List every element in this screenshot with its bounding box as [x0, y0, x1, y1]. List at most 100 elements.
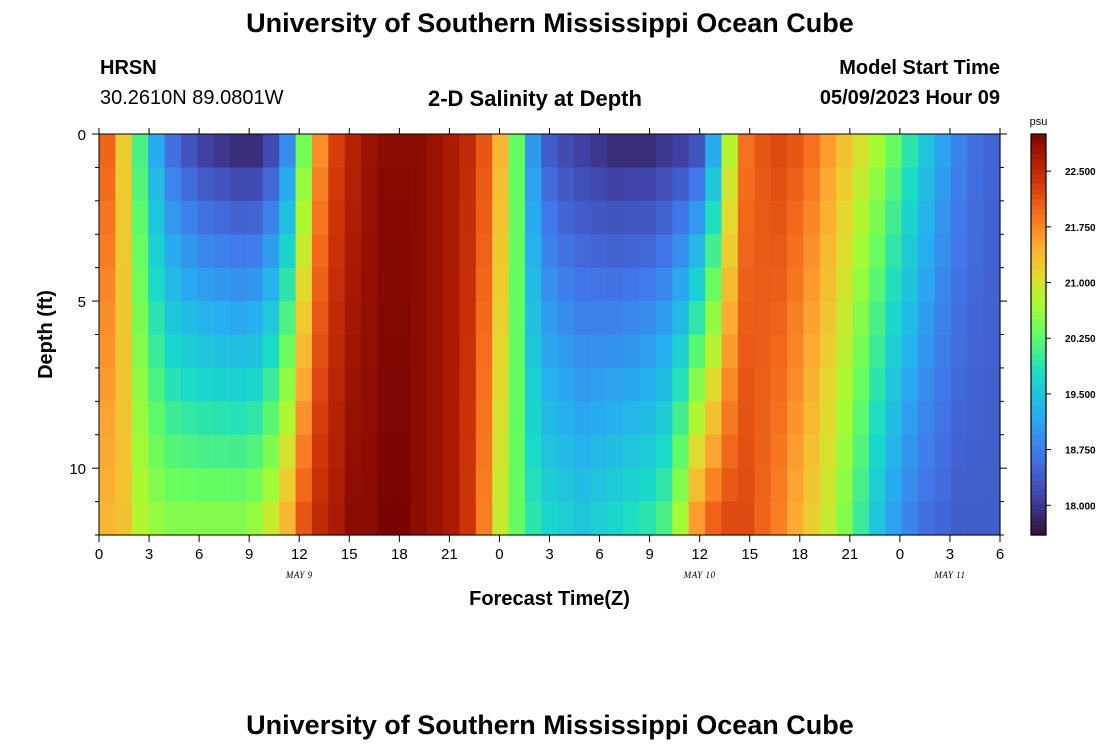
heatmap-cell — [410, 301, 428, 336]
heatmap-cell — [99, 401, 116, 436]
heatmap-cell — [918, 401, 936, 436]
heatmap-cell — [655, 434, 673, 469]
heatmap-cell — [672, 167, 690, 202]
heatmap-cell — [459, 501, 477, 536]
heatmap-cell — [901, 401, 919, 436]
heatmap-cell — [148, 401, 166, 436]
heatmap-cell — [524, 234, 542, 269]
colorbar-segment — [1031, 254, 1046, 260]
heatmap-cell — [868, 334, 886, 369]
heatmap-cell — [541, 234, 559, 269]
heatmap-cell — [295, 334, 313, 369]
heatmap-cell — [344, 367, 362, 402]
heatmap-cell — [918, 468, 936, 503]
heatmap-cell — [262, 367, 280, 402]
heatmap-cell — [885, 167, 903, 202]
x-tick-label: 6 — [595, 546, 603, 563]
heatmap-cell — [868, 134, 886, 169]
heatmap-cell — [426, 200, 444, 235]
heatmap-cell — [885, 434, 903, 469]
heatmap-cell — [311, 367, 329, 402]
heatmap-cell — [213, 267, 231, 302]
heatmap-cell — [803, 434, 821, 469]
heatmap-cell — [459, 200, 477, 235]
heatmap-cell — [705, 234, 723, 269]
colorbar-segment — [1031, 374, 1046, 381]
heatmap-cell — [164, 434, 182, 469]
heatmap-cell — [344, 334, 362, 369]
heatmap-cells — [99, 134, 1001, 536]
heatmap-cell — [983, 434, 1001, 469]
x-tick-label: 15 — [741, 546, 758, 563]
heatmap-cell — [311, 334, 329, 369]
colorbar-segment — [1031, 414, 1046, 421]
heatmap-cell — [377, 200, 395, 235]
heatmap-cell — [803, 134, 821, 169]
heatmap-cell — [803, 334, 821, 369]
heatmap-cell — [230, 234, 248, 269]
heatmap-cell — [197, 134, 215, 169]
heatmap-cell — [770, 267, 788, 302]
heatmap-cell — [950, 134, 968, 169]
heatmap-cell — [672, 501, 690, 536]
heatmap-cell — [655, 367, 673, 402]
heatmap-cell — [836, 468, 854, 503]
heatmap-cell — [361, 301, 379, 336]
colorbar-segment — [1031, 434, 1046, 441]
heatmap-cell — [836, 301, 854, 336]
heatmap-cell — [967, 501, 985, 536]
heatmap-cell — [754, 334, 772, 369]
heatmap-cell — [295, 167, 313, 202]
heatmap-cell — [950, 434, 968, 469]
heatmap-cell — [344, 134, 362, 169]
heatmap-cell — [557, 334, 575, 369]
colorbar-segment — [1031, 484, 1046, 491]
colorbar-segment — [1031, 504, 1046, 511]
heatmap-cell — [377, 267, 395, 302]
heatmap-cell — [262, 434, 280, 469]
heatmap-cell — [787, 468, 805, 503]
x-tick-label: 18 — [391, 546, 408, 563]
heatmap-cell — [475, 301, 493, 336]
heatmap-cell — [262, 401, 280, 436]
colorbar-segment — [1031, 309, 1046, 316]
heatmap-cell — [524, 200, 542, 235]
heatmap-cell — [868, 301, 886, 336]
heatmap-cell — [361, 134, 379, 169]
heatmap-cell — [737, 401, 755, 436]
heatmap-cell — [868, 167, 886, 202]
colorbar-segment — [1031, 249, 1046, 255]
heatmap-cell — [557, 301, 575, 336]
colorbar-tick-label: 22.500 — [1065, 167, 1096, 178]
heatmap-cell — [967, 200, 985, 235]
heatmap-cell — [99, 367, 116, 402]
heatmap-cell — [803, 267, 821, 302]
heatmap-cell — [295, 401, 313, 436]
heatmap-cell — [934, 334, 952, 369]
heatmap-cell — [705, 200, 723, 235]
heatmap-cell — [852, 234, 870, 269]
heatmap-cell — [328, 267, 346, 302]
colorbar-segment — [1031, 394, 1046, 401]
heatmap-cell — [574, 401, 592, 436]
plot-title: 2-D Salinity at Depth — [428, 86, 642, 111]
heatmap-cell — [754, 134, 772, 169]
heatmap-cell — [770, 234, 788, 269]
x-tick-label: 6 — [195, 546, 203, 563]
heatmap-cell — [262, 501, 280, 536]
y-tick-label: 0 — [78, 127, 86, 144]
heatmap-cell — [262, 468, 280, 503]
heatmap-cell — [705, 167, 723, 202]
heatmap-cell — [311, 501, 329, 536]
heatmap-cell — [754, 200, 772, 235]
heatmap-cell — [344, 234, 362, 269]
heatmap-cell — [213, 234, 231, 269]
colorbar-segment — [1031, 324, 1046, 331]
heatmap-cell — [754, 301, 772, 336]
heatmap-cell — [311, 134, 329, 169]
heatmap-cell — [721, 367, 739, 402]
heatmap-cell — [180, 234, 198, 269]
heatmap-cell — [868, 434, 886, 469]
heatmap-cell — [197, 334, 215, 369]
heatmap-cell — [311, 468, 329, 503]
